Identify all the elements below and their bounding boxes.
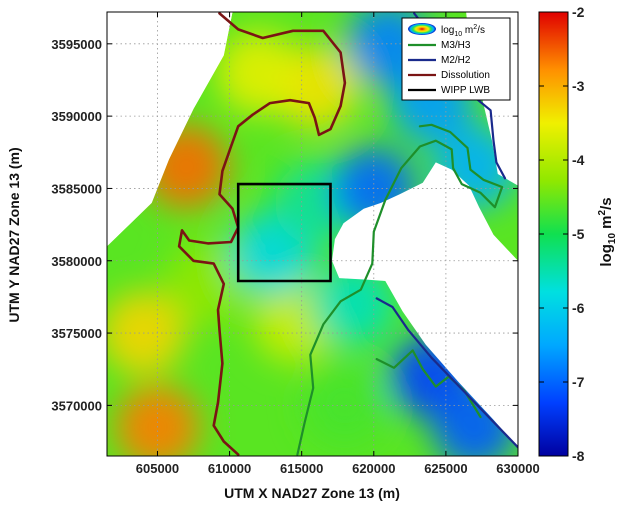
legend-label: M3/H3 xyxy=(441,40,471,51)
legend-label-part: /s xyxy=(477,25,485,36)
y-axis-ticks: 3570000 3575000 3580000 3585000 3590000 35950… xyxy=(51,37,518,413)
x-axis-ticks: 605000 610000 615000 620000 625000 630000 xyxy=(136,12,540,476)
field-value-mark xyxy=(310,262,395,347)
x-tick-label: 630000 xyxy=(496,461,539,476)
plot-frame xyxy=(106,11,519,457)
wipp-lwb-boundary xyxy=(236,182,332,283)
colorbar-tick-label: -8 xyxy=(572,448,585,464)
legend-label-part: log xyxy=(441,25,454,36)
field-value-mark xyxy=(144,124,229,209)
legend-label-part: m xyxy=(462,25,473,36)
x-axis-label: UTM X NAD27 Zone 13 (m) xyxy=(224,485,400,501)
plot-area: 605000 610000 615000 620000 625000 630000 357… xyxy=(51,11,540,476)
legend-entry: Dissolution xyxy=(408,70,490,81)
dissolution-boundary xyxy=(177,12,347,456)
legend: log10 m2/s M3/H3 M2/H2 Dissolution WIPP LWB xyxy=(401,17,511,101)
legend-label: WIPP LWB xyxy=(441,85,490,96)
colorbar-tick-label: -5 xyxy=(572,226,585,242)
m2h2-boundary xyxy=(375,297,518,449)
colorbar-label: log10 m2/s xyxy=(597,197,618,266)
legend-swatch xyxy=(408,23,436,35)
y-tick-label: 3590000 xyxy=(51,109,102,124)
y-axis-label: UTM Y NAD27 Zone 13 (m) xyxy=(6,147,22,322)
field-value-mark xyxy=(165,240,250,325)
legend-label: Dissolution xyxy=(441,70,490,81)
x-tick-label: 615000 xyxy=(280,461,323,476)
colorbar-tick-label: -6 xyxy=(572,300,585,316)
legend-entry: WIPP LWB xyxy=(408,85,490,96)
legend-entry: M3/H3 xyxy=(408,40,471,51)
x-tick-label: 605000 xyxy=(136,461,179,476)
legend-entry: M2/H2 xyxy=(408,55,471,66)
y-tick-label: 3585000 xyxy=(51,181,102,196)
legend-entry: log10 m2/s xyxy=(408,23,485,38)
colorbar-tick-label: -2 xyxy=(572,4,585,20)
colorbar: -8 -7 -6 -5 -4 -3 -2 log10 m2/s xyxy=(538,4,618,464)
m3h3-boundary xyxy=(296,123,504,456)
field-value-mark xyxy=(302,363,387,448)
y-tick-label: 3580000 xyxy=(51,254,102,269)
field-value-mark xyxy=(216,30,301,115)
y-tick-label: 3595000 xyxy=(51,37,102,52)
legend-label-part: 10 xyxy=(454,31,462,38)
legend-label: log10 m2/s xyxy=(441,24,485,38)
y-tick-label: 3575000 xyxy=(51,326,102,341)
colorbar-tick-label: -3 xyxy=(572,78,585,94)
y-tick-label: 3570000 xyxy=(51,398,102,413)
x-tick-label: 610000 xyxy=(208,461,251,476)
x-tick-label: 620000 xyxy=(352,461,395,476)
legend-label-part: 2 xyxy=(473,24,477,31)
legend-label: M2/H2 xyxy=(441,55,471,66)
blank-region xyxy=(332,162,518,448)
colorbar-tick-label: -4 xyxy=(572,152,585,168)
colorbar-tick-label: -7 xyxy=(572,374,585,390)
x-tick-label: 625000 xyxy=(424,461,467,476)
